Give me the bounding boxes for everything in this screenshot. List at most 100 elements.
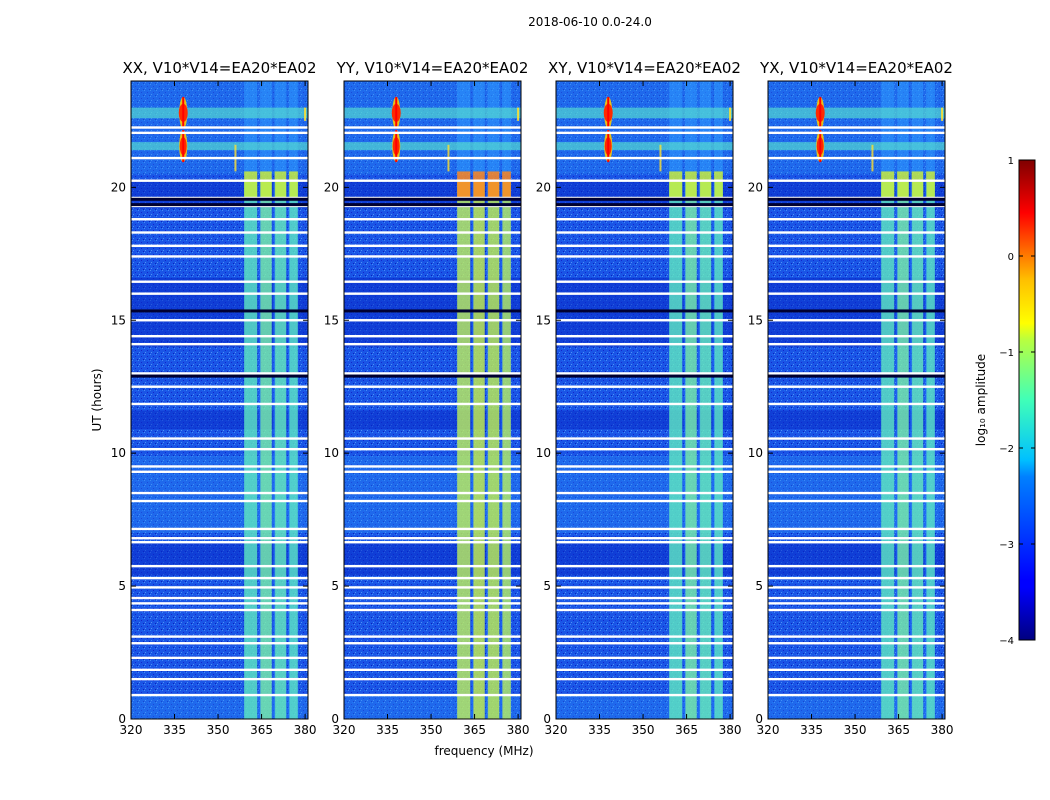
dark-gap-line (131, 197, 308, 201)
y-tick-label: 20 (111, 180, 126, 194)
gap-line (768, 677, 945, 681)
colorbar-tick-label: −3 (999, 540, 1014, 551)
band-top-3 (911, 81, 924, 172)
gap-line (556, 602, 733, 605)
band-hot-3 (911, 171, 924, 201)
band-3 (911, 182, 924, 719)
gap-line (556, 342, 733, 346)
gap-line (768, 342, 945, 346)
gap-line (768, 319, 945, 322)
gap-line (768, 596, 945, 600)
gap-line (344, 642, 521, 645)
gap-line (131, 179, 308, 182)
dark-gap-line (344, 309, 521, 313)
x-tick-label: 365 (250, 723, 273, 737)
band-hot-1 (457, 171, 471, 201)
gap-line (131, 437, 308, 440)
gap-line (556, 541, 733, 544)
gap-line (556, 292, 733, 295)
panels-group: XX, V10*V14=EA20*EA02 320 335 350 365 380 0 5 10… (111, 59, 954, 737)
y-tick-label: 0 (331, 712, 339, 726)
band-hot-1 (881, 171, 895, 201)
dark-gap-line (556, 203, 733, 207)
gap-line (768, 218, 945, 221)
gap-line (344, 385, 521, 388)
gap-line (768, 465, 945, 468)
gap-line (556, 280, 733, 283)
y-tick-label: 5 (331, 579, 339, 593)
gap-line (344, 541, 521, 544)
gap-line (556, 668, 733, 672)
gap-line (131, 635, 308, 638)
x-tick-label: 365 (463, 723, 486, 737)
gap-line (344, 244, 521, 248)
x-tick-label: 380 (507, 723, 530, 737)
gap-line (556, 586, 733, 589)
gap-line (768, 656, 945, 660)
gap-line (556, 131, 733, 135)
gap-line (556, 564, 733, 568)
rfi-band (556, 142, 733, 151)
gap-line (131, 541, 308, 544)
gap-line (768, 693, 945, 697)
band-hot-1 (669, 171, 683, 201)
band-2 (473, 182, 485, 719)
band-top-3 (487, 81, 500, 172)
band-top-2 (260, 81, 272, 172)
rfi-spike-core (182, 96, 185, 129)
gap-line (768, 602, 945, 605)
dark-gap-line (556, 309, 733, 313)
gap-line (556, 608, 733, 612)
gap-line (556, 255, 733, 258)
band-1 (669, 182, 683, 719)
gap-line (131, 255, 308, 258)
gap-line (556, 218, 733, 221)
gap-line (768, 537, 945, 540)
band-4 (289, 182, 298, 719)
y-tick-label: 10 (536, 446, 551, 460)
colorbar-gradient (1018, 159, 1036, 641)
dark-gap-line (768, 203, 945, 207)
gap-line (768, 668, 945, 672)
gap-line (344, 656, 521, 660)
band-divider (895, 182, 898, 719)
gap-line (131, 642, 308, 645)
gap-line (131, 156, 308, 160)
panel-xx: XX, V10*V14=EA20*EA02 320 335 350 365 380 0 5 10… (111, 59, 317, 737)
rfi-line (517, 107, 520, 121)
gap-line (768, 179, 945, 182)
gap-line (768, 541, 945, 544)
x-tick-label: 380 (294, 723, 317, 737)
rfi-spike-core (182, 130, 185, 163)
band-top-4 (714, 81, 723, 172)
gap-line (556, 447, 733, 451)
gap-line (556, 527, 733, 531)
rfi-band (344, 107, 521, 119)
gap-line (131, 586, 308, 589)
panel-frame (767, 80, 946, 720)
rfi-spike-core (607, 96, 610, 129)
panel-title: YX, V10*V14=EA20*EA02 (759, 59, 953, 77)
band-divider (698, 182, 701, 719)
colorbar-label: log₁₀ amplitude (974, 354, 988, 446)
gap-line (344, 564, 521, 568)
gap-line (768, 372, 945, 375)
gap-line (768, 499, 945, 503)
gap-line (768, 255, 945, 258)
gap-line (768, 437, 945, 440)
band-divider (683, 182, 686, 719)
rfi-spike-core (819, 130, 822, 163)
gap-line (768, 231, 945, 234)
y-tick-label: 20 (748, 180, 763, 194)
panel-yx: YX, V10*V14=EA20*EA02 320 335 350 365 380 0 5 10… (748, 59, 954, 737)
band-hot-2 (685, 171, 697, 201)
band-top-2 (897, 81, 909, 172)
gap-line (768, 126, 945, 129)
y-tick-label: 5 (118, 579, 126, 593)
gap-line (344, 292, 521, 295)
band-hot-3 (699, 171, 712, 201)
y-tick-label: 20 (536, 180, 551, 194)
x-tick-label: 335 (588, 723, 611, 737)
gap-line (768, 608, 945, 612)
gap-line (344, 596, 521, 600)
